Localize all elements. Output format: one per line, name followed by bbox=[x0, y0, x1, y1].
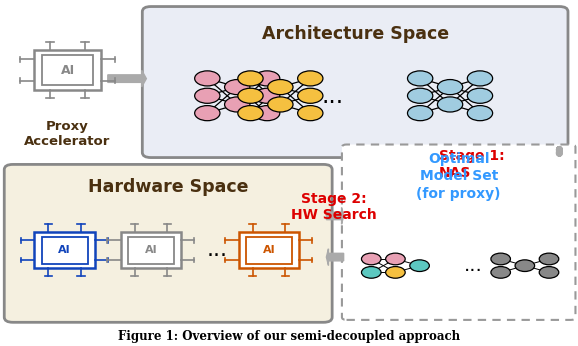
Circle shape bbox=[298, 106, 323, 121]
Text: AI: AI bbox=[262, 245, 275, 255]
FancyBboxPatch shape bbox=[42, 55, 92, 85]
Circle shape bbox=[254, 88, 280, 103]
Circle shape bbox=[238, 71, 263, 86]
Circle shape bbox=[225, 80, 250, 95]
FancyBboxPatch shape bbox=[42, 237, 88, 264]
Circle shape bbox=[407, 106, 433, 121]
FancyBboxPatch shape bbox=[35, 232, 95, 268]
Text: ...: ... bbox=[321, 84, 343, 108]
Circle shape bbox=[298, 71, 323, 86]
Circle shape bbox=[539, 266, 559, 278]
Text: Figure 1: Overview of our semi-decoupled approach: Figure 1: Overview of our semi-decoupled… bbox=[118, 329, 460, 343]
Circle shape bbox=[468, 71, 492, 86]
FancyBboxPatch shape bbox=[128, 237, 174, 264]
Circle shape bbox=[468, 106, 492, 121]
Text: Stage 1:
NAS: Stage 1: NAS bbox=[439, 149, 504, 180]
Circle shape bbox=[195, 106, 220, 121]
Text: Architecture Space: Architecture Space bbox=[262, 25, 449, 43]
Circle shape bbox=[438, 80, 463, 95]
Circle shape bbox=[539, 253, 559, 265]
FancyArrow shape bbox=[327, 208, 344, 224]
Circle shape bbox=[407, 88, 433, 103]
Circle shape bbox=[268, 97, 293, 112]
FancyArrow shape bbox=[108, 70, 146, 87]
Text: ...: ... bbox=[206, 240, 228, 260]
FancyBboxPatch shape bbox=[35, 50, 101, 90]
Text: AI: AI bbox=[144, 245, 157, 255]
Circle shape bbox=[268, 80, 293, 95]
Circle shape bbox=[491, 266, 510, 278]
Circle shape bbox=[361, 253, 381, 265]
FancyBboxPatch shape bbox=[4, 164, 332, 322]
Text: ...: ... bbox=[464, 256, 483, 275]
Text: Optimal
Model Set
(for proxy): Optimal Model Set (for proxy) bbox=[416, 152, 501, 201]
FancyBboxPatch shape bbox=[239, 232, 299, 268]
FancyBboxPatch shape bbox=[342, 145, 576, 320]
Circle shape bbox=[386, 253, 405, 265]
Circle shape bbox=[361, 266, 381, 278]
Circle shape bbox=[254, 71, 280, 86]
Circle shape bbox=[225, 97, 250, 112]
Circle shape bbox=[386, 266, 405, 278]
Circle shape bbox=[438, 97, 463, 112]
Text: Stage 2:
HW Search: Stage 2: HW Search bbox=[291, 192, 377, 222]
FancyBboxPatch shape bbox=[142, 7, 568, 157]
Text: AI: AI bbox=[61, 64, 75, 76]
Circle shape bbox=[238, 106, 263, 121]
Circle shape bbox=[254, 106, 280, 121]
Circle shape bbox=[298, 88, 323, 103]
Circle shape bbox=[195, 88, 220, 103]
Circle shape bbox=[410, 260, 429, 272]
Text: Proxy
Accelerator: Proxy Accelerator bbox=[24, 119, 111, 147]
Circle shape bbox=[468, 88, 492, 103]
Circle shape bbox=[407, 71, 433, 86]
Text: Hardware Space: Hardware Space bbox=[88, 178, 249, 196]
FancyArrow shape bbox=[327, 249, 344, 265]
FancyBboxPatch shape bbox=[121, 232, 181, 268]
Circle shape bbox=[491, 253, 510, 265]
Circle shape bbox=[238, 88, 263, 103]
Text: AI: AI bbox=[58, 245, 71, 255]
Circle shape bbox=[195, 71, 220, 86]
FancyBboxPatch shape bbox=[246, 237, 292, 264]
Circle shape bbox=[515, 260, 535, 272]
